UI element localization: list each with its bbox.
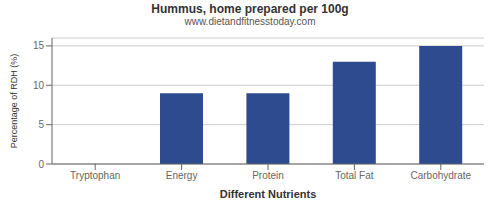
svg-text:Protein: Protein [252, 170, 284, 181]
html-text:Hummus, home prepared per 100g: Hummus, home prepared per 100g [151, 2, 349, 16]
svg-text:Carbohydrate: Carbohydrate [411, 170, 472, 181]
svg-text:Energy: Energy [166, 170, 198, 181]
svg-text:15: 15 [33, 40, 45, 51]
svg-text:Tryptophan: Tryptophan [70, 170, 120, 181]
svg-text:Different Nutrients: Different Nutrients [220, 188, 317, 200]
svg-text:5: 5 [38, 119, 44, 130]
svg-text:Percentage of RDH (%): Percentage of RDH (%) [9, 54, 19, 149]
svg-text:10: 10 [33, 80, 45, 91]
svg-text:0: 0 [38, 159, 44, 170]
svg-text:Total Fat: Total Fat [335, 170, 374, 181]
html-text:www.dietandfitnesstoday.com: www.dietandfitnesstoday.com [184, 16, 316, 28]
